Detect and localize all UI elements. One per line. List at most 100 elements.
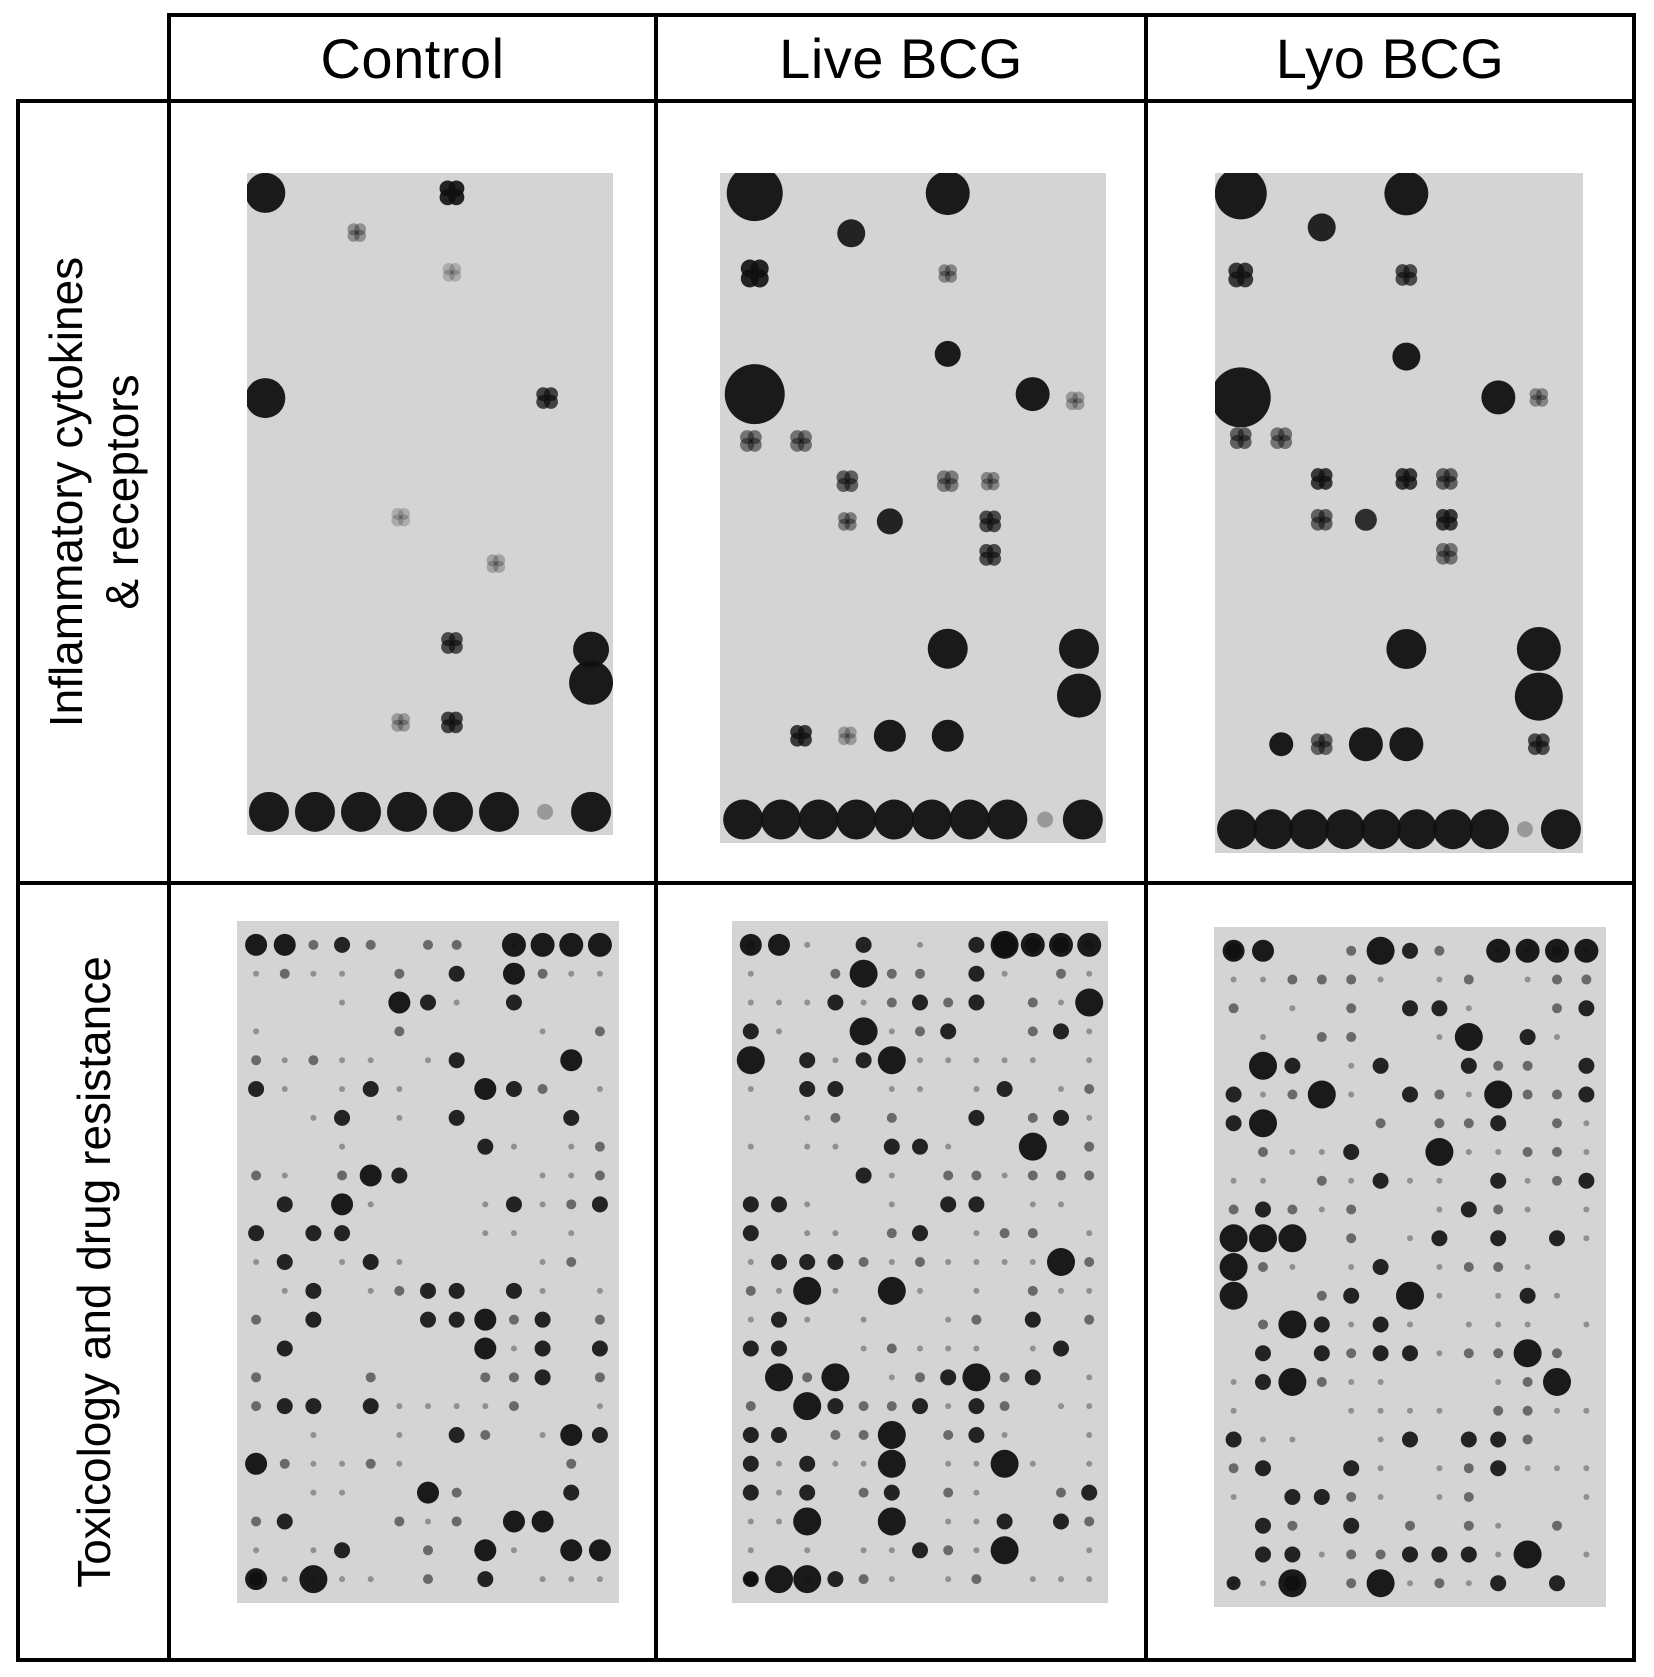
blot-spot (1084, 1257, 1095, 1267)
blot-spot (1522, 1060, 1533, 1071)
blot-spot (1434, 945, 1445, 956)
blot-spot (1316, 974, 1327, 985)
blot-spot (1434, 1578, 1445, 1589)
blot-spot (797, 437, 812, 452)
blot-spot (1402, 1000, 1418, 1017)
blot-spot (760, 799, 801, 840)
blot-spot (1058, 1576, 1064, 1583)
blot-spot (354, 223, 367, 236)
blot-spot (1522, 1405, 1533, 1416)
blot-spot (1465, 1091, 1472, 1098)
blot-spot (1495, 1522, 1502, 1529)
blot-spot (1029, 1201, 1036, 1208)
blot-spot (276, 1513, 293, 1530)
blot-spot (448, 965, 465, 982)
blot-spot (1086, 1547, 1093, 1554)
blot-spot (915, 1026, 925, 1037)
blot-spot (1465, 1149, 1472, 1156)
blot-spot (827, 1254, 844, 1270)
blot-spot (1519, 1029, 1536, 1046)
blot-spot (1522, 1376, 1533, 1387)
blot-spot (1540, 809, 1581, 850)
blot-spot (1354, 508, 1377, 531)
blot-spot (1524, 1264, 1531, 1270)
blot-spot (362, 1081, 379, 1098)
blot-spot (1463, 974, 1474, 985)
blot-spot (944, 478, 959, 493)
blot-spot (588, 1539, 611, 1562)
blot-spot (560, 1539, 583, 1562)
blot-spot (251, 1314, 262, 1325)
blot-spot (510, 1143, 517, 1150)
blot-spot (1258, 1319, 1268, 1330)
blot-spot (1524, 1206, 1531, 1213)
blot-spot (1049, 932, 1073, 957)
blot-spot (844, 726, 857, 739)
blot-spot (1581, 974, 1592, 985)
blot-spot (971, 1314, 982, 1325)
blot-spot (449, 263, 462, 275)
blot-spot (451, 939, 462, 950)
blot-spot (1001, 1057, 1008, 1064)
blot-spot (1230, 1378, 1237, 1385)
blot-spot (477, 1138, 494, 1155)
blot-spot (1436, 1350, 1443, 1357)
blot-spot (844, 733, 857, 746)
blot-spot (838, 512, 851, 525)
blot-spot (591, 1196, 608, 1213)
blot-spot (339, 1460, 346, 1467)
blot-spot (945, 1460, 952, 1467)
blot-spot (1524, 1321, 1531, 1328)
blot-spot (1255, 1345, 1271, 1362)
blot-spot (1343, 1144, 1360, 1161)
blot-spot (310, 1489, 317, 1496)
blot-spot (1084, 1314, 1095, 1325)
blot-spot (1024, 1311, 1041, 1328)
blot-spot (1086, 1374, 1093, 1381)
blot-spot (999, 1401, 1010, 1412)
blot-spot (1552, 1348, 1562, 1359)
blot-spot (502, 962, 525, 985)
blot-spot (943, 1545, 954, 1556)
blot-spot (973, 1345, 980, 1352)
blot-spot (877, 1449, 906, 1478)
blot-spot (1468, 809, 1509, 850)
blot-spot (480, 1372, 491, 1383)
blot-spot (1436, 1206, 1443, 1213)
blot-spot (339, 1259, 346, 1265)
blot-spot (1402, 1546, 1418, 1563)
blot-spot (968, 1398, 985, 1415)
blot-spot (1377, 1465, 1384, 1472)
blot-spot (1222, 939, 1245, 962)
blot-spot (568, 1143, 575, 1150)
blot-spot (1316, 1032, 1327, 1043)
column-header-lyo-bcg: Lyo BCG (1144, 13, 1636, 103)
blot-spot (996, 1081, 1013, 1098)
blot-spot (999, 1228, 1010, 1239)
blot-spot (1237, 271, 1254, 288)
blot-spot (1255, 1201, 1271, 1218)
blot-spot (1554, 1292, 1560, 1299)
blot-spot (1027, 1170, 1038, 1181)
blot-spot (1001, 1172, 1008, 1179)
blot-spot (934, 340, 961, 367)
blot-spot (1029, 1259, 1036, 1265)
blot-spot (1348, 1091, 1355, 1098)
blot-spot (1018, 1132, 1047, 1161)
blot-spot (587, 932, 612, 957)
blot-spot (776, 1489, 782, 1496)
blot-spot (742, 1340, 759, 1357)
blot-spot (1318, 1149, 1325, 1156)
blot-spot (1436, 1292, 1443, 1299)
blot-spot (1463, 1491, 1474, 1502)
array-blot-toxicology-control (237, 921, 619, 1603)
blot-spot (1384, 173, 1429, 216)
blot-spot (771, 1196, 787, 1213)
blot-spot (423, 939, 433, 950)
blot-spot (482, 1403, 489, 1410)
blot-spot (1431, 1546, 1448, 1563)
column-header-live-bcg: Live BCG (654, 13, 1148, 103)
blot-spot (1460, 1201, 1477, 1218)
blot-spot (883, 1484, 900, 1501)
blot-spot (858, 1487, 869, 1498)
